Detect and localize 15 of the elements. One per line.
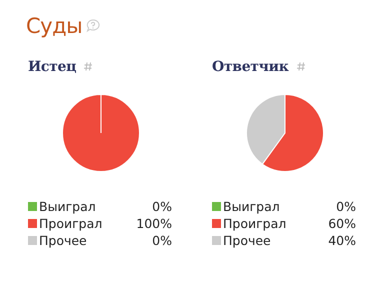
chart-title: Истец: [28, 59, 76, 75]
chart-title: Ответчик: [212, 59, 289, 75]
text: 0%: [152, 199, 172, 214]
legend-label: Выиграл: [223, 199, 281, 214]
legend-label: Прочее: [39, 233, 88, 248]
text: Суды: [26, 14, 82, 38]
data-label: 60%: [328, 216, 356, 231]
legend-label: Проиграл: [223, 216, 288, 231]
data-label: 100%: [136, 216, 172, 231]
text: 0%: [336, 199, 356, 214]
legend-label: Выиграл: [39, 199, 97, 214]
legend-label: Проиграл: [39, 216, 104, 231]
data-label: 40%: [328, 233, 356, 248]
text: 0%: [152, 233, 172, 248]
legend-label: Прочее: [223, 233, 272, 248]
